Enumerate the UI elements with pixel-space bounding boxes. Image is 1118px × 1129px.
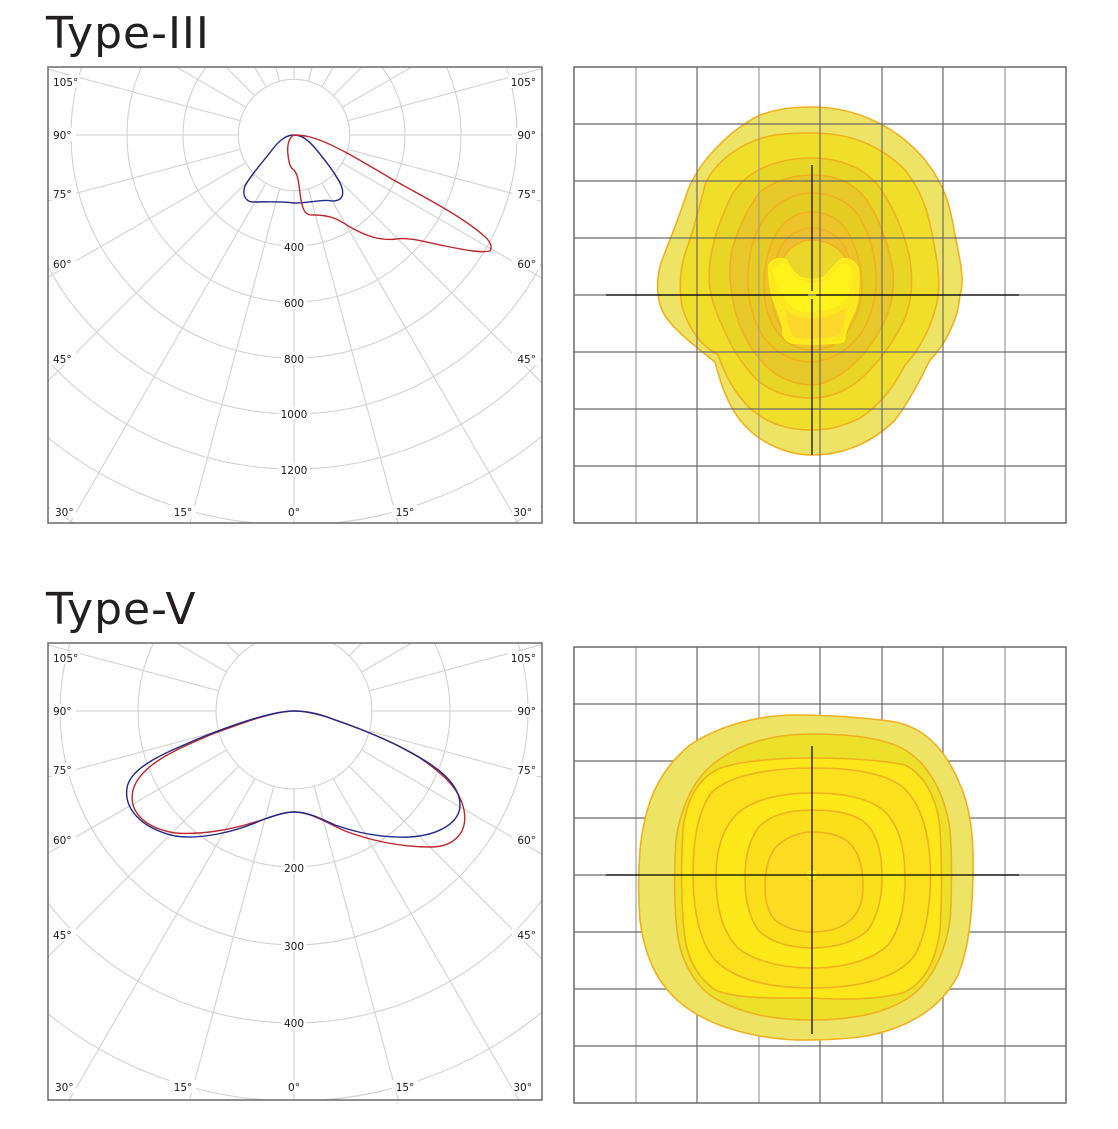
bottom-angle-labels: 15° 0° 15° — [170, 505, 418, 519]
isolux-chart-type-v — [573, 646, 1067, 1104]
polar-chart-type-v: 105° 90° 75° 60° 45° 30° 105° 90° 75° 60… — [47, 642, 543, 1101]
svg-text:60°: 60° — [517, 259, 536, 271]
isolux-contours — [637, 714, 974, 1041]
isolux-frame — [573, 646, 1067, 1104]
crosshair — [606, 746, 1019, 1034]
svg-text:75°: 75° — [53, 189, 72, 201]
svg-text:45°: 45° — [517, 930, 536, 942]
polar-chart-type-iii: 105° 90° 75° 60° 45° 30° 105° 90° 75° 60… — [47, 66, 543, 524]
chart-frame — [47, 66, 543, 524]
isolux-hotspot — [768, 257, 860, 345]
svg-text:60°: 60° — [517, 835, 536, 847]
svg-text:105°: 105° — [53, 653, 78, 665]
svg-text:1000: 1000 — [281, 409, 308, 421]
crosshair — [606, 165, 1019, 455]
svg-text:1200: 1200 — [281, 465, 308, 477]
bottom-angle-labels: 15° 0° 15° — [170, 1080, 418, 1094]
radial-labels: 400 600 800 1000 1200 — [278, 240, 310, 477]
svg-text:30°: 30° — [55, 1082, 74, 1094]
svg-text:800: 800 — [284, 354, 304, 366]
svg-text:0°: 0° — [288, 1082, 300, 1094]
svg-text:90°: 90° — [53, 130, 72, 142]
svg-text:400: 400 — [284, 1018, 304, 1030]
svg-text:45°: 45° — [517, 354, 536, 366]
svg-text:105°: 105° — [53, 77, 78, 89]
svg-text:90°: 90° — [517, 706, 536, 718]
svg-text:45°: 45° — [53, 354, 72, 366]
svg-text:60°: 60° — [53, 835, 72, 847]
svg-text:400: 400 — [284, 242, 304, 254]
svg-text:105°: 105° — [511, 77, 536, 89]
isolux-chart-type-iii — [573, 66, 1067, 524]
curve-c90-c270 — [243, 134, 344, 204]
curve-c90-c270 — [125, 710, 461, 838]
chart-frame — [47, 642, 543, 1101]
svg-text:30°: 30° — [513, 507, 532, 519]
curve-c0-c180 — [286, 134, 492, 253]
svg-text:300: 300 — [284, 941, 304, 953]
svg-text:90°: 90° — [53, 706, 72, 718]
section-title-type-iii: Type-III — [46, 8, 210, 59]
svg-text:600: 600 — [284, 298, 304, 310]
svg-text:15°: 15° — [396, 507, 415, 519]
svg-text:200: 200 — [284, 863, 304, 875]
svg-text:75°: 75° — [517, 765, 536, 777]
svg-text:90°: 90° — [517, 130, 536, 142]
angle-labels-right: 105° 90° 75° 60° 45° 30° — [508, 75, 540, 519]
section-title-type-v: Type-V — [46, 584, 197, 635]
angle-labels-left: 105° 90° 75° 60° 45° 30° — [50, 651, 80, 1094]
radial-labels: 200 300 400 — [281, 861, 307, 1030]
svg-text:60°: 60° — [53, 259, 72, 271]
svg-text:30°: 30° — [55, 507, 74, 519]
svg-text:45°: 45° — [53, 930, 72, 942]
svg-text:15°: 15° — [396, 1082, 415, 1094]
svg-text:75°: 75° — [53, 765, 72, 777]
svg-text:0°: 0° — [288, 507, 300, 519]
isolux-frame — [573, 66, 1067, 524]
svg-text:15°: 15° — [174, 1082, 193, 1094]
svg-text:105°: 105° — [511, 653, 536, 665]
angle-labels-right: 105° 90° 75° 60° 45° 30° — [508, 651, 540, 1094]
svg-text:75°: 75° — [517, 189, 536, 201]
svg-text:15°: 15° — [174, 507, 193, 519]
svg-text:30°: 30° — [513, 1082, 532, 1094]
angle-labels-left: 105° 90° 75° 60° 45° 30° — [50, 75, 80, 519]
